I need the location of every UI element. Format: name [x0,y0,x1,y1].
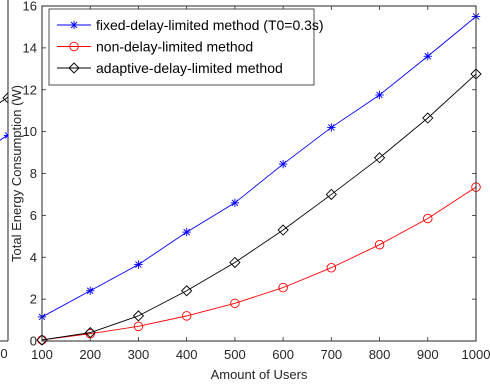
previous-panel-marks [0,92,8,141]
x-tick-label: 600 [272,347,294,362]
y-tick-label: 10 [23,124,37,139]
x-tick-label: 300 [128,347,150,362]
y-tick-label: 12 [23,82,37,97]
y-tick-label: 8 [30,166,37,181]
data-point [181,311,192,321]
x-tick-label: 900 [417,347,439,362]
data-point [325,188,337,201]
y-tick-label: 4 [30,250,37,265]
legend-label: non-delay-limited method [96,39,253,55]
series-1 [37,12,481,322]
x-axis-label: Amount of Users [211,367,308,382]
series-line [41,73,477,341]
x-tick-label: 700 [320,347,342,362]
legend: fixed-delay-limited method (T0=0.3s) non-… [48,8,324,86]
previous-panel-fragment: 0 [0,0,9,361]
axes-box [41,5,477,342]
previous-panel-line-segment [0,96,8,104]
y-tick-label: 16 [23,0,37,14]
data-point [375,90,384,100]
x-tick-label: 400 [176,347,198,362]
data-point [230,298,240,309]
data-point [278,282,288,293]
data-point [229,256,241,269]
y-axis-label: Total Energy Consumption (W) [9,85,24,262]
data-point [133,321,144,332]
y-tick-label: 2 [30,292,37,307]
data-point [278,159,288,169]
previous-panel-line-segment [0,134,8,141]
data-point [36,334,48,346]
legend-marker [69,41,79,52]
data-point [326,262,337,273]
data-point [132,310,145,322]
previous-panel-marker [3,131,8,140]
data-point [423,52,432,61]
legend-item-3: adaptive-delay-limited method [57,60,283,76]
legend-box [48,8,315,86]
legend-item-2: non-delay-limited method [57,39,253,55]
data-point [84,326,96,339]
data-point [423,213,433,224]
data-point [373,152,386,164]
x-tick-label: 200 [79,347,101,362]
legend-item-1: fixed-delay-limited method (T0=0.3s) [57,17,324,33]
data-point [374,239,385,250]
legend-label: adaptive-delay-limited method [96,60,283,76]
y-tick-label: 6 [30,208,37,223]
series-line [41,186,477,341]
data-point [134,260,143,269]
x-tick-label: 500 [224,347,246,362]
data-point [422,112,434,124]
legend-label: fixed-delay-limited method (T0=0.3s) [96,17,324,33]
legend-marker [69,20,79,30]
data-point [277,224,289,236]
y-tick-label: 14 [23,40,37,55]
data-point [86,286,95,295]
x-tick-label: 800 [369,347,391,362]
data-point [181,285,193,297]
series-3 [36,68,482,346]
previous-panel-tick-label: 0 [0,346,7,361]
series-2 [37,182,481,345]
data-point [182,227,191,237]
series-line [41,16,477,318]
previous-panel-marker [2,92,8,104]
data-point [230,198,240,208]
legend-marker [68,62,80,74]
data-point [327,123,336,132]
x-tick-label: 1000 [462,347,490,362]
x-tick-label: 100 [31,347,53,362]
y-tick-label: 0 [30,334,37,349]
